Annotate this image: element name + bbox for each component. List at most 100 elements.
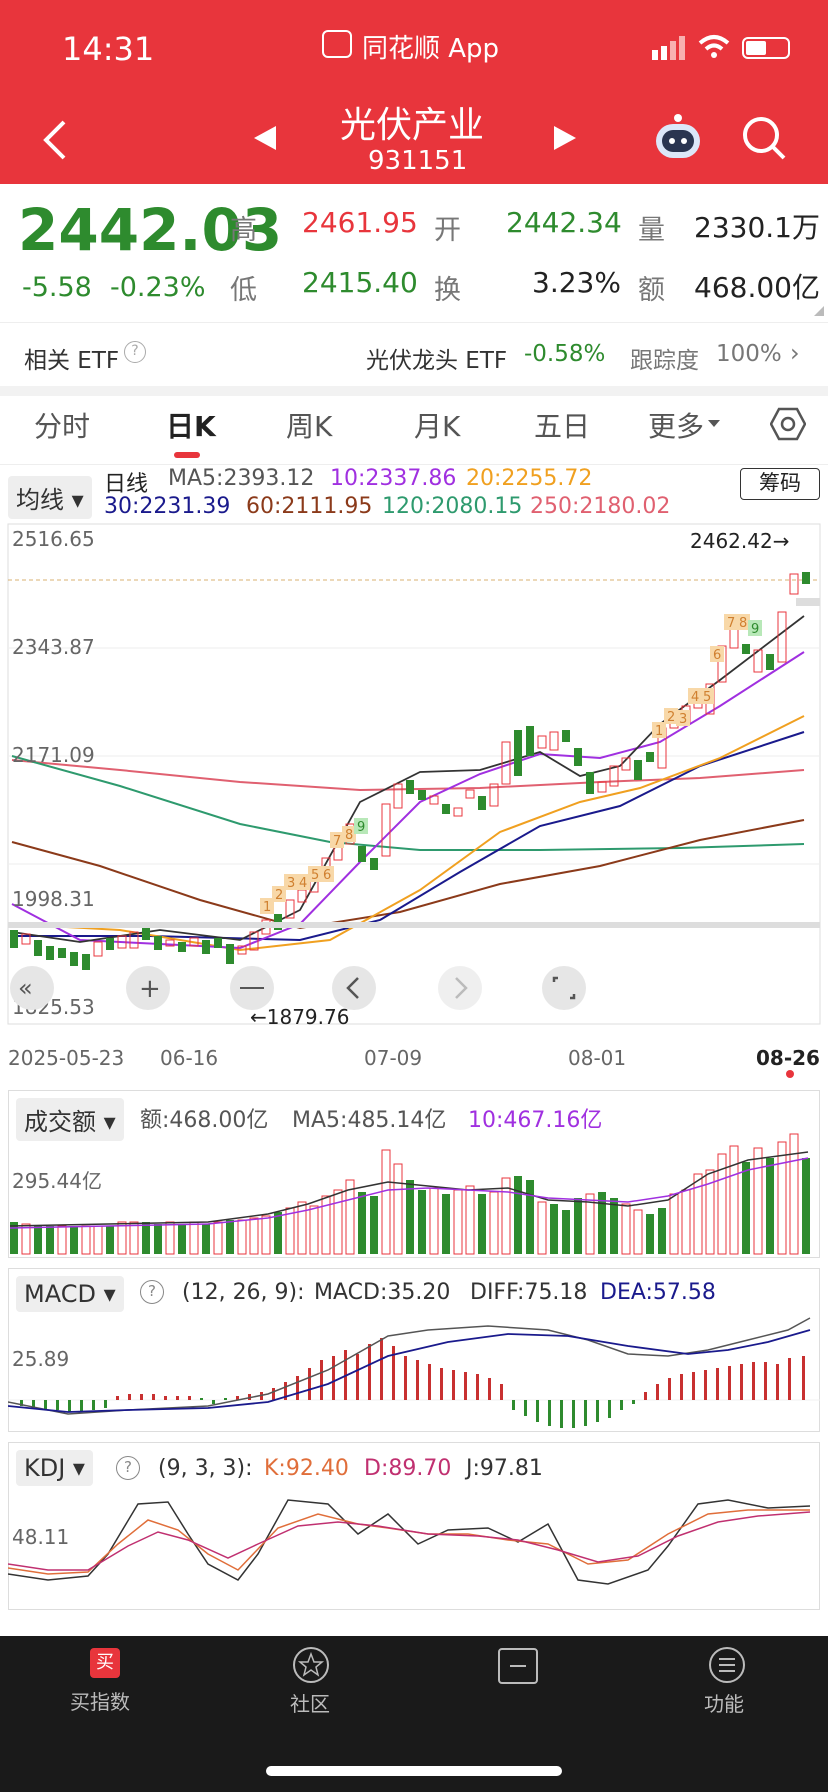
kline-chart[interactable]: 1 2 3 4 5 6 7 8 9 1 2 3 4 5 6 7 8 9 2516… (0, 520, 828, 1060)
svg-text:9: 9 (357, 820, 365, 835)
svg-text:2: 2 (275, 888, 283, 903)
y-label-1: 2516.65 (12, 527, 95, 551)
etf-row[interactable]: 相关 ETF ? 光伏龙头 ETF -0.58% 跟踪度 100% › (0, 322, 828, 386)
volume-panel[interactable] (8, 1090, 820, 1258)
low-value: 2415.40 (302, 266, 418, 299)
track-label: 跟踪度 (630, 348, 699, 374)
buy-icon: 买 (90, 1648, 120, 1678)
rewind-icon[interactable] (10, 966, 54, 1010)
count-badges: 1 2 3 4 5 6 7 8 9 1 2 3 4 5 6 7 8 9 (260, 614, 762, 915)
chart-controls: « + (10, 966, 586, 1010)
kdj-help-icon[interactable]: ? (116, 1456, 140, 1480)
kdj-d: D:89.70 (364, 1456, 452, 1481)
open-label: 开 (434, 215, 461, 246)
tab-weekly-k[interactable]: 周K (286, 410, 333, 443)
amount-label: 额 (638, 275, 665, 306)
x-label-5: 08-26 (756, 1046, 820, 1070)
kdj-selector[interactable]: KDJ ▾ (16, 1450, 93, 1486)
macd-y-label: 25.89 (12, 1347, 69, 1371)
kdj-k: K:92.40 (264, 1456, 349, 1481)
svg-text:2: 2 (667, 710, 675, 725)
nav-buy-index[interactable]: 买 买指数 (58, 1648, 150, 1714)
volume-selector-label: 成交额 (24, 1108, 96, 1136)
volume-chart: 295.44亿 (9, 1133, 810, 1255)
volume-selector[interactable]: 成交额 ▾ (16, 1098, 124, 1141)
expand-corner-icon[interactable] (814, 306, 824, 316)
macd-diff: DIFF:75.18 (470, 1280, 588, 1305)
svg-text:7: 7 (333, 834, 341, 849)
macd-params: (12, 26, 9): (182, 1280, 305, 1305)
macd-value: MACD:35.20 (314, 1280, 451, 1305)
svg-text:7: 7 (727, 616, 735, 631)
back-icon[interactable] (40, 118, 70, 166)
volume-value: 2330.1万 (694, 211, 820, 244)
high-marker: 2462.42→ (690, 529, 789, 553)
nav-functions-label: 功能 (704, 1692, 744, 1716)
zoom-in-icon[interactable] (126, 966, 170, 1010)
kdj-y-label: 48.11 (12, 1525, 69, 1549)
etf-pct: -0.58% (524, 341, 606, 367)
open-value: 2442.34 (506, 206, 622, 239)
ma60-value: 60:2111.95 (246, 494, 373, 519)
macd-help-icon[interactable]: ? (140, 1280, 164, 1304)
help-icon[interactable]: ? (124, 341, 146, 363)
pan-left-icon[interactable] (332, 966, 376, 1010)
svg-text:+: + (139, 974, 161, 1004)
low-marker: ←1879.76 (250, 1005, 349, 1029)
chevron-right-icon: › (790, 339, 800, 367)
kdj-panel[interactable] (8, 1442, 820, 1610)
ma-selector[interactable]: 均线 ▾ (8, 476, 92, 519)
volume-bars (10, 1133, 810, 1255)
home-indicator (266, 1766, 562, 1776)
nav-buy-index-label: 买指数 (70, 1690, 130, 1714)
menu-icon (708, 1646, 746, 1688)
kdj-params: (9, 3, 3): (158, 1456, 253, 1481)
nav-functions[interactable]: 功能 (704, 1646, 760, 1716)
tab-daily-k[interactable]: 日K (166, 410, 216, 443)
next-stock-icon[interactable] (552, 124, 578, 156)
svg-text:8: 8 (739, 616, 747, 631)
nav-community[interactable]: 社区 (284, 1646, 340, 1716)
kdj-j: J:97.81 (466, 1456, 543, 1481)
macd-selector[interactable]: MACD ▾ (16, 1276, 124, 1312)
ma20-value: 20:2255.72 (466, 466, 593, 491)
volume-y-label: 295.44亿 (12, 1169, 102, 1193)
settings-hexagon-icon[interactable] (769, 406, 807, 446)
robot-assistant-icon[interactable] (652, 112, 704, 166)
high-label: 高 (230, 215, 257, 246)
x-label-1: 2025-05-23 (8, 1046, 125, 1070)
ma-selector-label: 均线 (16, 486, 64, 514)
tab-five-day[interactable]: 五日 (534, 410, 591, 443)
macd-panel[interactable] (8, 1268, 820, 1432)
prev-stock-icon[interactable] (252, 124, 278, 156)
y-label-2: 2343.87 (12, 635, 95, 659)
high-value: 2461.95 (302, 206, 418, 239)
macd-selector-label: MACD (24, 1280, 96, 1308)
tab-more[interactable]: 更多 (648, 410, 705, 443)
app-logo-icon (322, 30, 352, 58)
pan-right-icon[interactable] (438, 966, 482, 1010)
svg-text:1: 1 (263, 900, 271, 915)
svg-text:3: 3 (679, 712, 687, 727)
amount-value: 468.00亿 (694, 271, 820, 304)
track-value: 100% (716, 341, 782, 367)
current-date-dot (786, 1070, 794, 1078)
chip-button[interactable]: 筹码 (740, 468, 820, 500)
etf-label: 相关 ETF (24, 348, 120, 374)
svg-text:9: 9 (751, 622, 759, 637)
stock-code: 931151 (368, 146, 468, 176)
volume-ma5: MA5:485.14亿 (292, 1108, 447, 1133)
minus-box-icon[interactable] (498, 1648, 538, 1684)
app-header: 14:31 同花顺 App 光伏产业 931151 (0, 0, 828, 184)
fullscreen-icon[interactable] (542, 966, 586, 1010)
signal-icon (652, 36, 688, 64)
macd-chart: 25.89 (8, 1317, 820, 1428)
ma120-value: 120:2080.15 (382, 494, 523, 519)
star-icon (292, 1646, 330, 1688)
volume-ma10: 10:467.16亿 (468, 1108, 603, 1133)
divider (0, 386, 828, 396)
current-price: 2442.03 (18, 196, 283, 264)
tab-intraday[interactable]: 分时 (34, 410, 91, 443)
tab-monthly-k[interactable]: 月K (414, 410, 461, 443)
search-icon[interactable] (742, 116, 786, 164)
